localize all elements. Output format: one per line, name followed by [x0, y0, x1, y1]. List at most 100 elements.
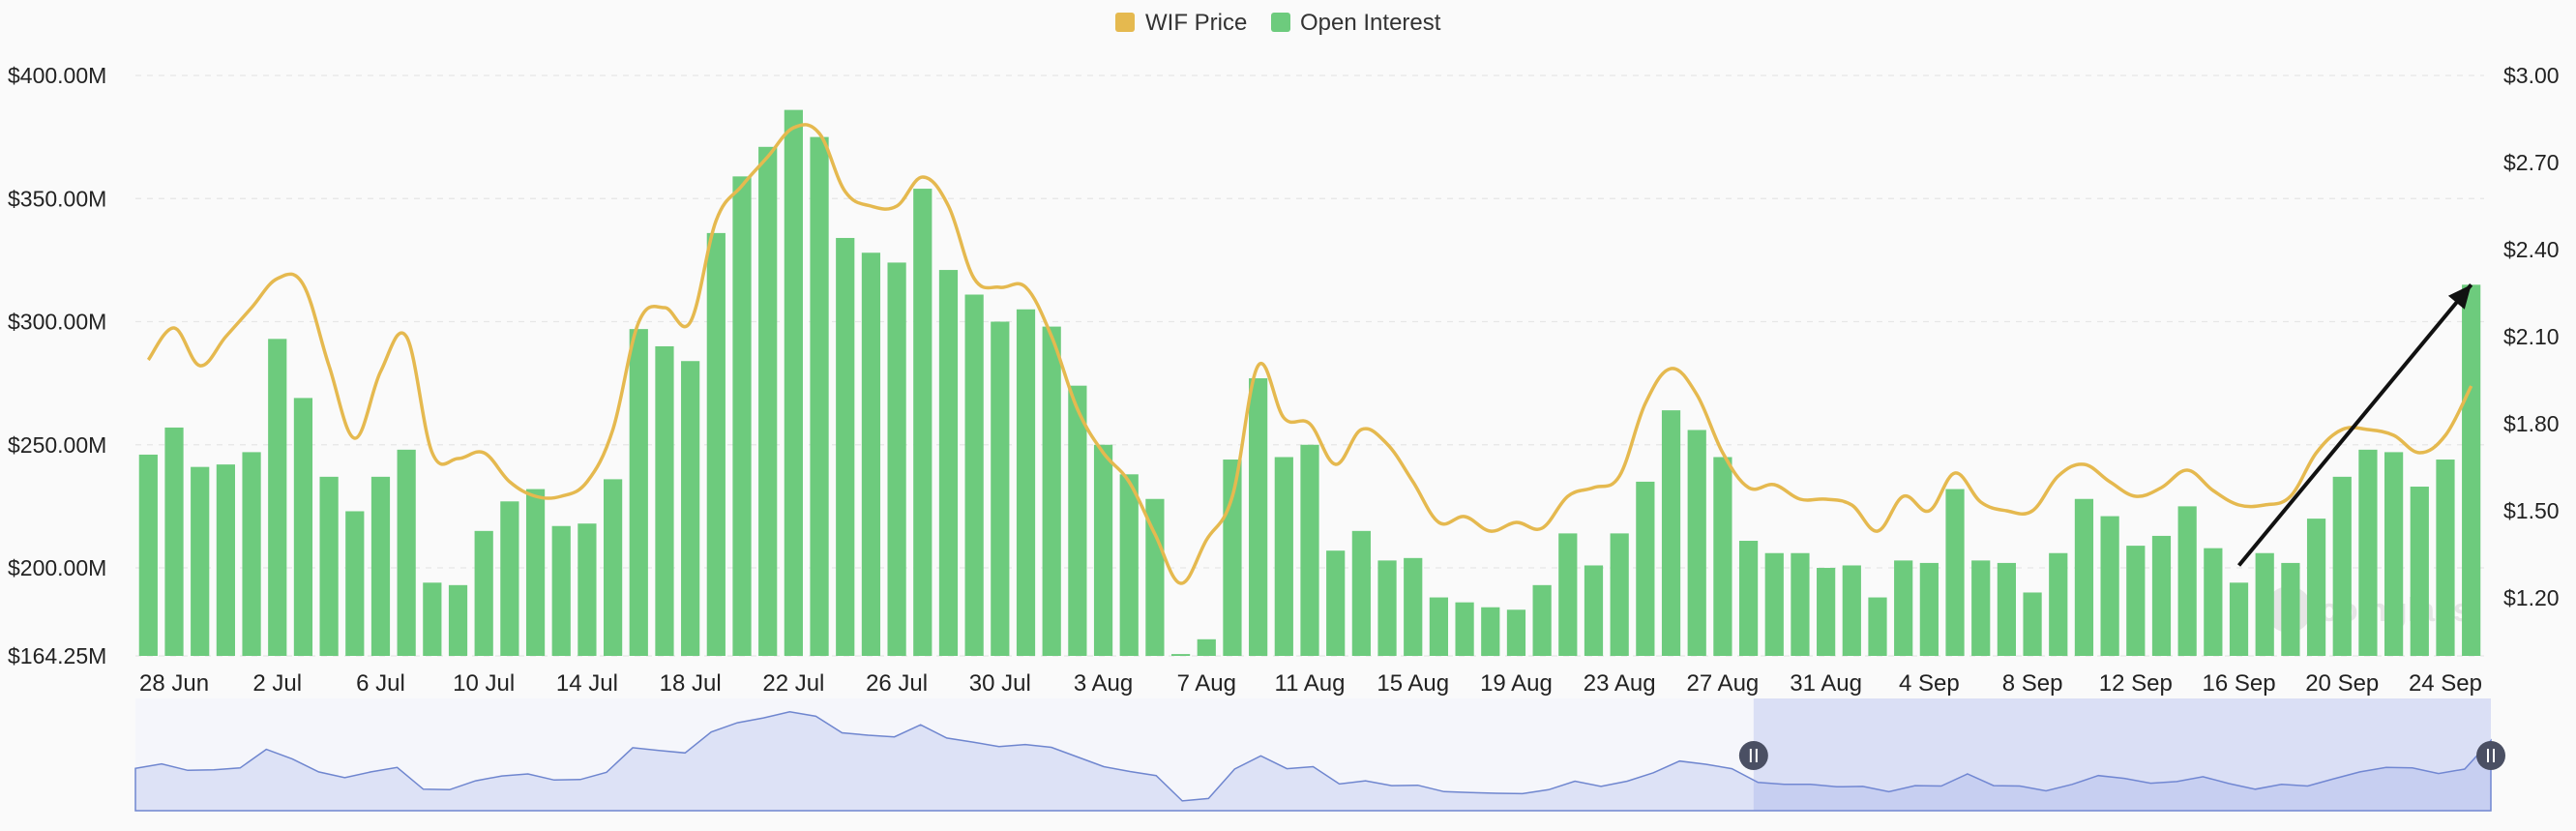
left-tick-label: $164.25M	[8, 643, 106, 668]
open-interest-bar	[758, 146, 778, 656]
open-interest-bar	[2462, 284, 2481, 656]
open-interest-bar	[2100, 516, 2119, 656]
open-interest-bar	[1274, 457, 1293, 656]
trend-arrow	[2236, 283, 2473, 567]
x-tick-label: 18 Jul	[660, 670, 722, 697]
open-interest-bar	[1738, 541, 1759, 656]
legend-label-open-interest: Open Interest	[1300, 10, 1441, 36]
open-interest-bar	[2177, 506, 2197, 656]
x-tick-label: 6 Jul	[356, 670, 405, 697]
arrow-head-icon	[2447, 284, 2472, 310]
open-interest-bar	[1016, 309, 1036, 656]
navigator-handle-left[interactable]	[1738, 741, 1768, 770]
x-tick-label: 26 Jul	[866, 670, 928, 697]
open-interest-bar	[2410, 487, 2429, 656]
open-interest-bar	[1868, 597, 1887, 656]
open-interest-bar	[1145, 498, 1165, 656]
open-interest-bar	[1661, 410, 1681, 656]
navigator-selection	[1753, 698, 2491, 811]
open-interest-bar	[1223, 460, 1242, 656]
open-interest-bar	[138, 454, 158, 656]
x-tick-label: 22 Jul	[762, 670, 824, 697]
open-interest-bar	[1687, 430, 1706, 656]
open-interest-bar	[474, 530, 493, 656]
open-interest-bar	[964, 294, 984, 656]
open-interest-bar	[1894, 560, 1913, 656]
open-interest-bar	[500, 501, 519, 656]
open-interest-bar	[2436, 460, 2455, 656]
open-interest-bar	[1791, 552, 1810, 656]
x-tick-label: 31 Aug	[1790, 670, 1862, 697]
open-interest-bar	[525, 489, 546, 656]
open-interest-bar	[1326, 550, 1346, 656]
left-tick-label: $350.00M	[8, 186, 106, 211]
open-interest-bar	[938, 270, 959, 656]
open-interest-bar	[2306, 519, 2326, 656]
x-tick-label: 3 Aug	[1074, 670, 1133, 697]
left-tick-label: $300.00M	[8, 310, 106, 335]
right-tick-label: $1.50	[2503, 498, 2560, 523]
open-interest-bar	[1351, 530, 1371, 656]
open-interest-bar	[551, 525, 571, 656]
x-tick-label: 30 Jul	[969, 670, 1031, 697]
open-interest-bar	[1584, 565, 1604, 656]
open-interest-bar	[2204, 548, 2223, 656]
open-interest-bar	[1068, 385, 1087, 656]
open-interest-bar	[1481, 607, 1500, 656]
open-interest-bars	[138, 109, 2481, 657]
x-tick-label: 8 Sep	[2002, 670, 2063, 697]
right-tick-label: $2.40	[2503, 237, 2560, 262]
open-interest-bar	[991, 321, 1010, 656]
right-axis: $1.20 $1.50 $1.80 $2.10 $2.40 $2.70 $3.00	[2503, 63, 2560, 610]
legend-item-wif-price[interactable]: WIF Price	[1115, 10, 1247, 36]
x-tick-label: 15 Aug	[1377, 670, 1449, 697]
wif-price-line	[146, 123, 2473, 585]
right-tick-label: $2.70	[2503, 150, 2560, 175]
x-tick-label: 20 Sep	[2305, 670, 2379, 697]
x-tick-label: 19 Aug	[1480, 670, 1553, 697]
open-interest-bar	[1093, 444, 1113, 656]
open-interest-bar	[1532, 584, 1552, 656]
open-interest-bar	[2023, 592, 2042, 656]
open-interest-bar	[1300, 444, 1319, 656]
legend-swatch-open-interest	[1271, 13, 1290, 32]
x-tick-label: 16 Sep	[2202, 670, 2275, 697]
open-interest-bar	[1971, 560, 1991, 656]
open-interest-bar	[810, 136, 829, 657]
x-tick-label: 4 Sep	[1899, 670, 1960, 697]
open-interest-bar	[1764, 552, 1784, 656]
open-interest-bar	[2126, 546, 2146, 656]
open-interest-bar	[861, 252, 881, 656]
open-interest-bar	[191, 466, 210, 656]
open-interest-bar	[1197, 638, 1216, 656]
open-interest-bar	[448, 584, 468, 656]
open-interest-bar	[1404, 557, 1423, 656]
open-interest-bar	[2358, 449, 2378, 656]
open-interest-bar	[2384, 452, 2404, 656]
arrow-shaft	[2236, 283, 2473, 567]
open-interest-bar	[836, 237, 855, 656]
left-axis: $164.25M $200.00M $250.00M $300.00M $350.00M…	[8, 63, 106, 668]
open-interest-bar	[1558, 533, 1578, 656]
open-interest-bar	[887, 262, 906, 656]
navigator-handle-right[interactable]	[2476, 741, 2505, 770]
x-tick-label: 23 Aug	[1584, 670, 1656, 697]
zoom-navigator[interactable]	[134, 698, 2505, 812]
right-tick-label: $2.10	[2503, 324, 2560, 349]
open-interest-bar	[1119, 474, 1139, 656]
open-interest-bar	[397, 449, 416, 656]
x-axis: 28 Jun 2 Jul 6 Jul 10 Jul 14 Jul 18 Jul 22 Jul…	[139, 670, 2482, 697]
open-interest-bar	[345, 511, 365, 656]
open-interest-bar	[1377, 560, 1397, 656]
open-interest-bar	[1713, 457, 1732, 656]
x-tick-label: 7 Aug	[1177, 670, 1236, 697]
open-interest-bar	[1610, 533, 1629, 656]
drag-handle-icon	[2476, 741, 2505, 770]
open-interest-bar	[423, 582, 442, 656]
legend-item-open-interest[interactable]: Open Interest	[1271, 10, 1441, 36]
open-interest-bar	[706, 232, 725, 657]
open-interest-bar	[370, 476, 391, 656]
left-tick-label: $400.00M	[8, 63, 106, 88]
left-tick-label: $200.00M	[8, 555, 106, 580]
